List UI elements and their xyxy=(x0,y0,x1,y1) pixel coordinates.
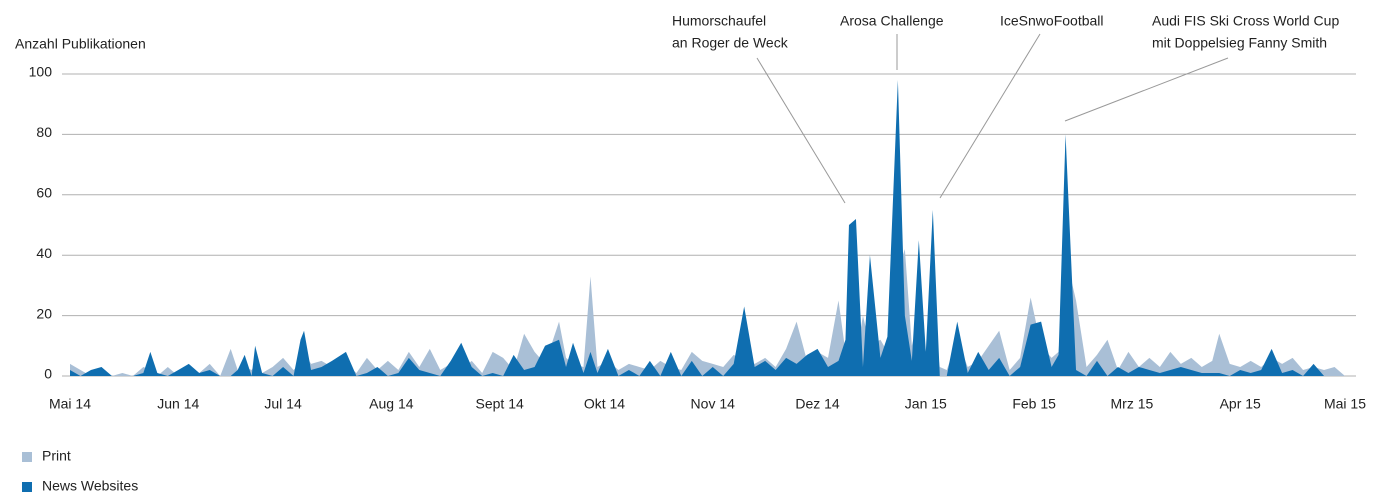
legend-label: Print xyxy=(42,448,71,464)
annotation: Audi FIS Ski Cross World Cup xyxy=(1152,13,1339,29)
x-tick-label: Jul 14 xyxy=(264,396,302,412)
annotation: mit Doppelsieg Fanny Smith xyxy=(1152,35,1327,51)
x-tick-label: Apr 15 xyxy=(1220,396,1261,412)
y-tick-label: 40 xyxy=(36,245,52,261)
y-axis-label: Anzahl Publikationen xyxy=(15,36,146,52)
x-tick-label: Jun 14 xyxy=(157,396,199,412)
annotation: an Roger de Weck xyxy=(672,35,789,51)
annotation: Arosa Challenge xyxy=(840,13,944,29)
legend-swatch xyxy=(22,482,32,492)
y-tick-label: 60 xyxy=(36,185,52,201)
x-tick-label: Jan 15 xyxy=(905,396,947,412)
x-tick-label: Nov 14 xyxy=(691,396,736,412)
x-tick-label: Dez 14 xyxy=(795,396,840,412)
annotation-leader xyxy=(939,33,1041,199)
annotation: IceSnwoFootball xyxy=(1000,13,1104,29)
annotation-leader xyxy=(1064,57,1229,122)
x-tick-label: Feb 15 xyxy=(1012,396,1056,412)
area xyxy=(70,249,1345,376)
x-tick-label: Mai 15 xyxy=(1324,396,1366,412)
area xyxy=(70,80,1345,376)
x-tick-label: Okt 14 xyxy=(584,396,625,412)
x-tick-label: Mai 14 xyxy=(49,396,91,412)
y-tick-label: 20 xyxy=(36,305,52,321)
legend-swatch xyxy=(22,452,32,462)
x-tick-label: Mrz 15 xyxy=(1111,396,1154,412)
x-tick-label: Sept 14 xyxy=(476,396,524,412)
y-tick-label: 80 xyxy=(36,124,52,140)
y-tick-label: 100 xyxy=(29,64,53,80)
x-tick-label: Aug 14 xyxy=(369,396,414,412)
annotation: Humorschaufel xyxy=(672,13,766,29)
annotation-leader xyxy=(756,57,846,204)
y-tick-label: 0 xyxy=(44,366,52,382)
legend-label: News Websites xyxy=(42,478,138,494)
